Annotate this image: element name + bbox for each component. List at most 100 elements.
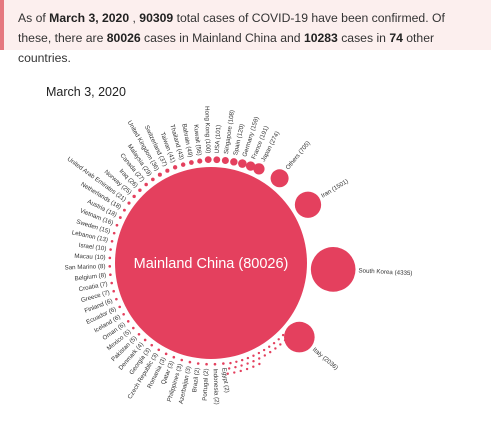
small-country-dot-24 <box>233 371 236 374</box>
small-country-dot-14 <box>252 360 255 363</box>
mainland-china-label: Mainland China (80026) <box>134 256 289 272</box>
banner-total-cases: 90309 <box>139 11 174 25</box>
banner-country-count: 74 <box>389 31 403 45</box>
bubble-croatia <box>110 281 113 285</box>
bubble-portugal <box>205 362 208 366</box>
bubble-bahrain <box>189 160 194 165</box>
bubble-czech-republic <box>157 348 161 352</box>
bubble-taiwan <box>172 165 178 170</box>
label-iran: Iran (1501) <box>320 178 350 200</box>
bubble-austria <box>118 216 122 219</box>
small-country-dot-6 <box>268 345 271 348</box>
small-country-dot-13 <box>252 354 255 357</box>
banner-date: March 3, 2020 <box>49 11 130 25</box>
label-macau: Macau (10) <box>74 253 106 262</box>
bubble-brazil <box>196 362 200 365</box>
bubble-vietnam <box>115 223 119 227</box>
small-country-dot-10 <box>257 351 261 355</box>
bubble-greece <box>112 289 115 293</box>
label-italy: Italy (2036) <box>311 346 339 371</box>
banner-text-6: other countries. <box>18 31 435 65</box>
small-country-dot-12 <box>258 362 261 366</box>
label-kuwait: Kuwait (56) <box>192 124 202 156</box>
label-san-marino: San Marino (8) <box>64 263 105 271</box>
bubble-denmark <box>143 338 147 342</box>
label-indonesia: Indonesia (2) <box>212 368 220 404</box>
banner-other-cases: 10283 <box>303 31 338 45</box>
small-country-dot-27 <box>226 372 229 375</box>
label-south-korea: South Korea (4335) <box>358 267 412 277</box>
small-country-dot-15 <box>252 365 255 368</box>
bubble-japan <box>253 163 265 175</box>
small-country-dot-7 <box>269 350 272 354</box>
label-hong-kong: Hong Kong (100) <box>203 106 211 153</box>
small-country-dot-16 <box>246 356 250 360</box>
bubble-philippines <box>180 358 184 362</box>
small-country-dot-0 <box>281 333 285 337</box>
bubble-thailand <box>180 162 186 167</box>
small-country-dot-3 <box>279 343 282 346</box>
bubble-iran <box>294 191 322 218</box>
bubble-pakistan <box>137 332 141 336</box>
bubble-sweden <box>112 231 116 235</box>
bubble-iceland <box>122 313 125 316</box>
label-brazil: Brazil (2) <box>191 367 201 392</box>
bubble-lebanon <box>110 239 114 243</box>
small-country-dot-5 <box>274 347 277 350</box>
chart-marks: Mainland China (80026) Italy (2036) South … <box>64 106 412 405</box>
small-country-dot-23 <box>234 365 237 369</box>
bubble-canada <box>144 182 148 187</box>
bubble-united-arab-emirates <box>127 201 131 205</box>
bubble-israel <box>109 248 112 251</box>
banner-text-3: total cases of COVID-19 have been confir… <box>18 11 445 45</box>
bubble-germany <box>238 159 247 168</box>
bubble-qatar <box>172 355 176 359</box>
bubble-san-marino <box>108 265 112 268</box>
small-country-dot-17 <box>246 362 249 365</box>
bubble-france <box>245 161 256 171</box>
small-country-dot-9 <box>263 354 267 357</box>
banner-text-5: cases in <box>337 31 390 45</box>
bubble-united-kingdom <box>157 172 162 177</box>
small-country-dot-4 <box>272 341 276 345</box>
bubble-spain <box>230 158 238 166</box>
bubble-macau <box>108 256 112 260</box>
bubble-kuwait <box>197 158 203 164</box>
summary-banner: As of March 3, 2020 , 90309 total cases … <box>0 0 491 65</box>
small-country-dot-18 <box>245 367 249 371</box>
small-country-dot-21 <box>239 369 242 373</box>
small-country-dot-1 <box>283 339 287 342</box>
bubble-egypt <box>222 362 225 365</box>
small-country-dot-22 <box>235 360 238 363</box>
bubble-usa <box>213 156 221 164</box>
bubble-romania <box>164 352 168 356</box>
small-country-dot-8 <box>262 348 266 352</box>
bubble-netherlands <box>122 208 126 212</box>
small-country-dot-19 <box>240 358 244 362</box>
bubble-singapore <box>221 156 229 165</box>
bubble-georgia <box>150 343 154 347</box>
bubble-finland <box>115 297 118 301</box>
banner-text-2: , <box>129 11 140 25</box>
small-country-dot-25 <box>229 361 232 365</box>
label-belgium: Belgium (8) <box>74 272 106 283</box>
bubble-indonesia <box>213 362 217 366</box>
bubble-norway <box>132 194 136 199</box>
small-country-dot-11 <box>258 357 261 360</box>
bubble-others <box>270 169 289 188</box>
small-country-dot-2 <box>277 338 280 341</box>
small-country-dot-20 <box>240 364 243 367</box>
bubble-hong-kong <box>204 156 212 164</box>
bubble-ecuador <box>118 305 121 309</box>
bubble-azerbaijan <box>188 360 192 364</box>
bubble-italy <box>284 321 315 353</box>
label-egypt: Egypt (2) <box>220 367 230 393</box>
banner-text-4: cases in Mainland China and <box>140 31 304 45</box>
label-israel: Israel (10) <box>78 242 107 253</box>
mainland-china-bubble <box>115 167 307 359</box>
bubble-belgium <box>109 273 112 277</box>
banner-china-cases: 80026 <box>106 31 141 45</box>
bubble-oman <box>126 320 130 323</box>
banner-text-1: As of <box>18 11 50 25</box>
